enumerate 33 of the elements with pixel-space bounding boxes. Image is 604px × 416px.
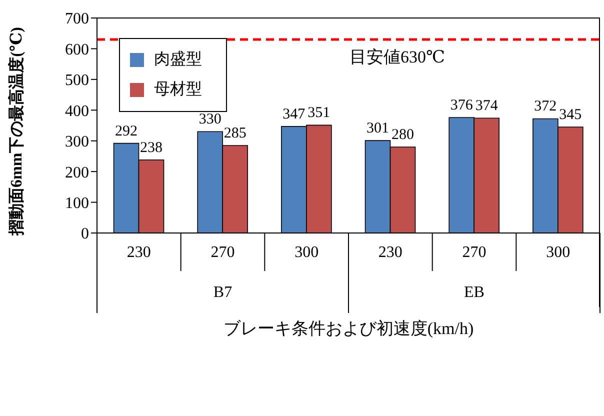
y-tick-label: 700 bbox=[65, 10, 89, 28]
y-tick-label: 100 bbox=[65, 194, 89, 212]
data-label: 301 bbox=[366, 120, 390, 137]
y-tick-label: 300 bbox=[65, 134, 89, 151]
data-label: 351 bbox=[308, 105, 330, 122]
data-label: 238 bbox=[140, 140, 163, 156]
y-tick-label: 400 bbox=[65, 102, 89, 120]
data-label: 292 bbox=[115, 123, 138, 140]
y-tick-label: 0 bbox=[81, 226, 89, 243]
x-tick-label: 230 bbox=[126, 244, 151, 261]
x-tick-label: 300 bbox=[546, 244, 570, 261]
data-label: 374 bbox=[475, 98, 498, 114]
x-tick-label: 230 bbox=[378, 244, 402, 261]
x-axis-title: ブレーキ条件および初速度(km/h) bbox=[223, 319, 474, 338]
data-label: 345 bbox=[559, 107, 582, 124]
data-label: 372 bbox=[534, 98, 557, 115]
x-tick-label: 270 bbox=[462, 244, 486, 261]
y-tick-label: 500 bbox=[65, 72, 89, 90]
x-tick-label: 300 bbox=[294, 244, 319, 261]
data-label: 347 bbox=[282, 106, 306, 122]
data-label: 376 bbox=[450, 98, 474, 114]
text: EB bbox=[464, 284, 484, 301]
ref-line-label: 目安値630℃ bbox=[349, 48, 445, 66]
legend-label: 母材型 bbox=[154, 81, 202, 98]
y-tick-label: 200 bbox=[65, 164, 89, 182]
y-axis-title: 摺動面6mm下の最高温度(℃) bbox=[6, 27, 26, 236]
data-label: 330 bbox=[198, 112, 222, 128]
data-label: 285 bbox=[224, 125, 246, 142]
legend-label: 肉盛型 bbox=[154, 51, 202, 68]
y-tick-label: 600 bbox=[65, 41, 89, 58]
x-tick-label: 270 bbox=[210, 244, 235, 261]
text: B7 bbox=[213, 284, 232, 301]
data-label: 280 bbox=[392, 127, 414, 143]
